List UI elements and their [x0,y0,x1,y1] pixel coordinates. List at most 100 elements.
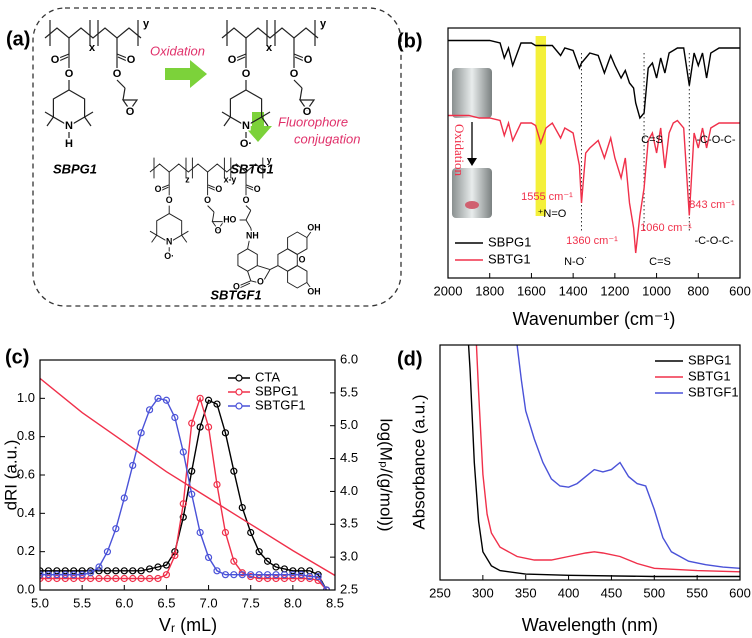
bond [269,265,279,271]
bond [299,87,303,101]
atom-label: O [303,106,312,118]
vial-photo [452,168,492,218]
x-tick-label: 400 [558,585,580,600]
ring [52,89,86,127]
data-point [95,574,103,583]
data-point [221,429,230,437]
subscript: z [185,174,190,184]
data-point [230,467,238,475]
y-tick-label: 0.8 [17,428,35,443]
series-line [467,345,740,578]
bond [223,116,231,127]
bond [293,79,303,89]
bond [294,56,305,62]
subscript: x [89,42,96,54]
atom-label: O [304,54,313,66]
data-point [112,525,120,533]
data-point [137,429,145,437]
x-tick-label: 300 [472,585,494,600]
subscript: y [320,18,327,30]
atom-label: O [127,54,136,66]
series-line [40,377,335,577]
data-point [61,571,69,579]
ring [229,89,263,127]
bond [250,227,253,233]
compound-name: SBTGF1 [210,287,261,302]
x-tick-label: 8.0 [284,595,302,610]
x-tick-label: 1000 [642,283,671,298]
y-tick-label: 0.4 [17,505,35,520]
arrow [165,60,207,88]
y2-axis-label: log(Mₚ/(g/mol)) [377,418,396,531]
bond [84,111,94,118]
atom-label: O [254,184,261,194]
legend-label: SBPG1 [688,352,731,367]
bond [235,56,246,62]
y-axis-label: dRI (a.u.) [1,440,20,511]
data-point [289,574,297,583]
data-point [221,571,230,579]
bond [161,184,170,189]
panel-label: (a) [6,28,30,50]
step-label: conjugation [294,131,361,146]
epoxide [211,221,225,231]
data-point [297,567,305,575]
data-point [188,467,196,475]
series-line [475,345,740,573]
subscript: x [266,42,273,54]
atom-label: OH [307,286,320,296]
plot-area [40,377,335,590]
panel-label: (d) [397,348,423,370]
data-point [263,557,272,565]
bond [44,111,54,118]
data-point [40,571,44,579]
bond [235,53,247,59]
highlight-band [535,36,547,216]
atom-label: OH [307,222,320,232]
atom-label: O· [164,251,174,261]
plot-area [467,345,740,578]
x-tick-label: 6.0 [115,595,133,610]
panel-label: (c) [5,346,29,368]
atom-label: O [215,226,222,236]
y2-tick-label: 6.0 [340,351,358,366]
x-axis-label: Wavelength (nm) [522,615,658,635]
atom-label: O [204,195,211,205]
annotation: 1360 cm⁻¹ [566,235,618,247]
x-tick-label: 600 [729,283,751,298]
data-point [86,569,95,577]
x-tick-label: 350 [515,585,537,600]
annotation: 1555 cm⁻¹ [521,191,573,203]
plot-frame [439,344,741,581]
y-tick-label: 0.0 [17,581,35,596]
annotation: Oxidation [452,124,467,176]
data-point [204,423,213,431]
y2-tick-label: 2.5 [340,581,358,596]
legend-label: SBTG1 [688,368,731,383]
data-point [44,574,53,583]
atom-label: N [242,120,250,132]
atom-label: O [215,184,222,194]
y-tick-label: 0.2 [17,543,35,558]
epoxide [121,99,139,112]
backbone [221,27,319,39]
bond [116,53,128,59]
x-tick-label: 250 [429,585,451,600]
data-point [272,571,280,579]
data-point [213,480,221,489]
annotation: C=S [649,256,671,268]
data-point [162,571,171,579]
data-point [61,567,69,575]
data-point [78,574,86,583]
data-point [289,567,297,575]
data-point [196,528,204,537]
legend-label: SBPG1 [255,383,298,398]
data-point [204,396,213,404]
atom-label: N [65,120,73,132]
y2-tick-label: 3.0 [340,549,358,564]
data-point [154,574,162,583]
x-tick-label: 5.5 [73,595,91,610]
data-point [196,394,204,402]
annotation: ⁺N=O [538,208,567,220]
